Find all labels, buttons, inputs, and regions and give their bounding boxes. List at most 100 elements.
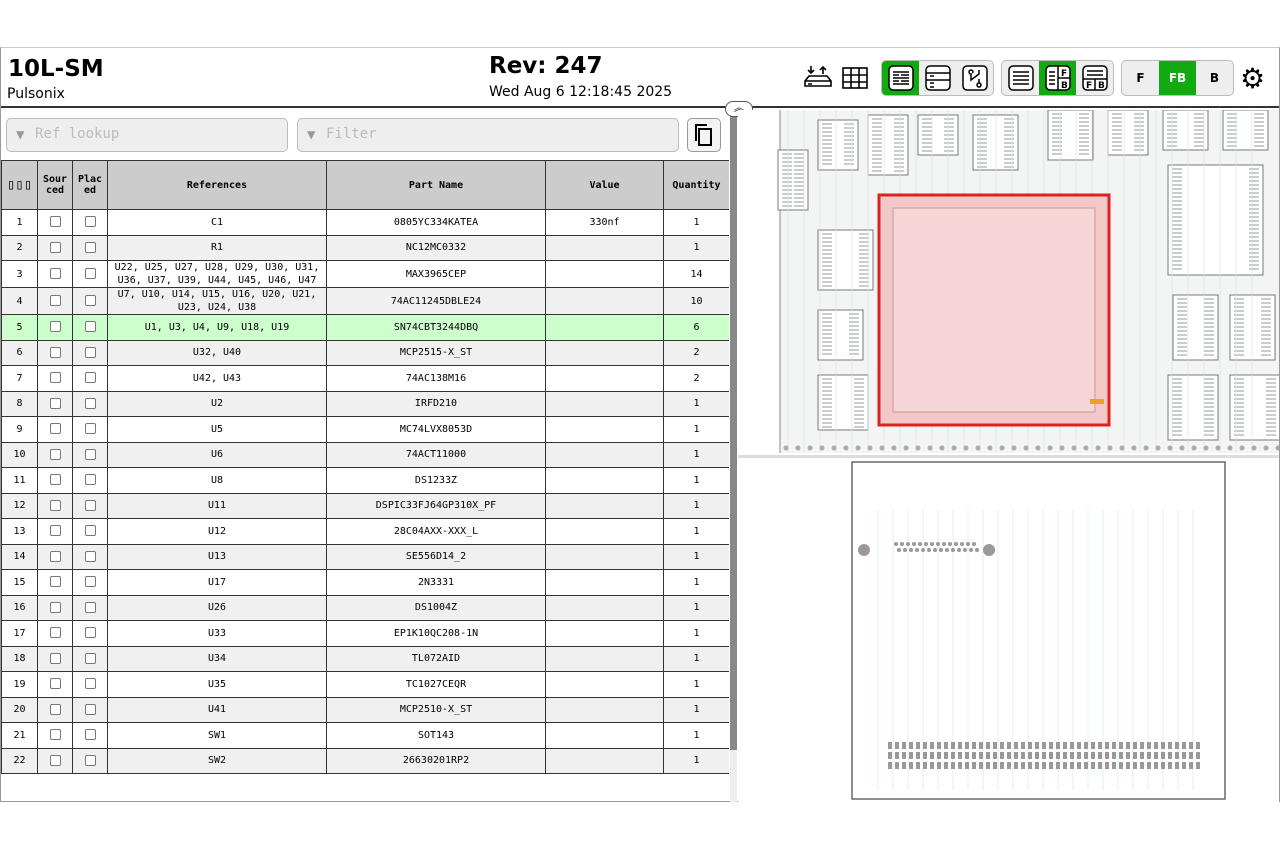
header-quantity[interactable]: Quantity bbox=[663, 160, 729, 210]
checkbox[interactable] bbox=[84, 729, 96, 741]
checkbox[interactable] bbox=[84, 627, 96, 639]
checkbox[interactable] bbox=[49, 754, 61, 766]
checkbox[interactable] bbox=[49, 216, 61, 228]
placed-checkbox[interactable] bbox=[72, 234, 108, 261]
table-row[interactable]: 14 U13 SE556D14_2 1 bbox=[1, 543, 729, 570]
placed-checkbox[interactable] bbox=[72, 260, 108, 288]
table-row[interactable]: 20 U41 MCP2510-X_ST 1 bbox=[1, 696, 729, 723]
checkbox[interactable] bbox=[49, 652, 61, 664]
checkbox[interactable] bbox=[84, 423, 96, 435]
table-row[interactable]: 22 SW2 26630201RP2 1 bbox=[1, 747, 729, 774]
header-part-name[interactable]: Part Name bbox=[326, 160, 546, 210]
table-row[interactable]: 6 U32, U40 MCP2515-X_ST 2 bbox=[1, 339, 729, 366]
table-row[interactable]: 11 U8 DS1233Z 1 bbox=[1, 467, 729, 494]
placed-checkbox[interactable] bbox=[72, 467, 108, 494]
table-row[interactable]: 4 U7, U10, U14, U15, U16, U20, U21, U23, … bbox=[1, 287, 729, 315]
header-sourced[interactable]: Sourced bbox=[37, 160, 73, 210]
checkbox[interactable] bbox=[49, 372, 61, 384]
checkbox[interactable] bbox=[84, 601, 96, 613]
layer-back-button[interactable]: B bbox=[1209, 71, 1220, 85]
checkbox[interactable] bbox=[49, 321, 61, 333]
netlist-button[interactable] bbox=[956, 61, 993, 95]
placed-checkbox[interactable] bbox=[72, 287, 108, 315]
sourced-checkbox[interactable] bbox=[37, 645, 73, 672]
placed-checkbox[interactable] bbox=[72, 543, 108, 570]
placed-checkbox[interactable] bbox=[72, 620, 108, 647]
checkbox[interactable] bbox=[84, 474, 96, 486]
sourced-checkbox[interactable] bbox=[37, 569, 73, 596]
checkbox[interactable] bbox=[49, 474, 61, 486]
filter-input[interactable]: ▼ Filter bbox=[297, 118, 679, 152]
table-row[interactable]: 15 U17 2N3331 1 bbox=[1, 569, 729, 596]
checkbox[interactable] bbox=[49, 703, 61, 715]
checkbox[interactable] bbox=[49, 295, 61, 306]
column-selector-button[interactable]: ▯▯▯ bbox=[1, 160, 38, 210]
sourced-checkbox[interactable] bbox=[37, 722, 73, 749]
table-row[interactable]: 17 U33 EP1K10QC208-1N 1 bbox=[1, 620, 729, 647]
checkbox[interactable] bbox=[84, 241, 96, 253]
table-row[interactable]: 8 U2 IRFD210 1 bbox=[1, 390, 729, 417]
checkbox[interactable] bbox=[84, 346, 96, 358]
table-row[interactable]: 9 U5 MC74LVX8053D 1 bbox=[1, 416, 729, 443]
placed-checkbox[interactable] bbox=[72, 339, 108, 366]
placed-checkbox[interactable] bbox=[72, 492, 108, 519]
checkbox[interactable] bbox=[49, 627, 61, 639]
scrollbar-thumb[interactable] bbox=[730, 110, 737, 750]
sourced-checkbox[interactable] bbox=[37, 518, 73, 545]
sourced-checkbox[interactable] bbox=[37, 416, 73, 443]
layer-both-button[interactable]: FB bbox=[1159, 61, 1196, 95]
sourced-checkbox[interactable] bbox=[37, 287, 73, 315]
placed-checkbox[interactable] bbox=[72, 696, 108, 723]
table-row[interactable]: 2 R1 NC12MC0332 1 bbox=[1, 234, 729, 261]
sourced-checkbox[interactable] bbox=[37, 234, 73, 261]
sourced-checkbox[interactable] bbox=[37, 467, 73, 494]
checkbox[interactable] bbox=[84, 525, 96, 537]
placed-checkbox[interactable] bbox=[72, 390, 108, 417]
pcb-views[interactable] bbox=[738, 109, 1280, 802]
table-row[interactable]: 16 U26 DS1004Z 1 bbox=[1, 594, 729, 621]
placed-checkbox[interactable] bbox=[72, 209, 108, 236]
sourced-checkbox[interactable] bbox=[37, 209, 73, 236]
bom-only-button[interactable] bbox=[1002, 61, 1039, 95]
checkbox[interactable] bbox=[84, 372, 96, 384]
checkbox[interactable] bbox=[84, 754, 96, 766]
checkbox[interactable] bbox=[49, 729, 61, 741]
table-row[interactable]: 19 U35 TC1027CEQR 1 bbox=[1, 671, 729, 698]
bom-scrollbar[interactable] bbox=[730, 110, 737, 802]
sourced-checkbox[interactable] bbox=[37, 260, 73, 288]
pcb-canvas-area[interactable] bbox=[738, 109, 1280, 802]
placed-checkbox[interactable] bbox=[72, 314, 108, 341]
checkbox[interactable] bbox=[49, 525, 61, 537]
placed-checkbox[interactable] bbox=[72, 569, 108, 596]
checkbox[interactable] bbox=[84, 295, 96, 306]
table-row[interactable]: 3 U22, U25, U27, U28, U29, U30, U31, U36,… bbox=[1, 260, 729, 288]
checkbox[interactable] bbox=[84, 550, 96, 562]
table-row[interactable]: 18 U34 TL072AID 1 bbox=[1, 645, 729, 672]
checkbox[interactable] bbox=[84, 321, 96, 333]
checkbox[interactable] bbox=[84, 703, 96, 715]
checkbox[interactable] bbox=[84, 576, 96, 588]
table-row[interactable]: 5 U1, U3, U4, U9, U18, U19 SN74CBT3244DBQ 6 bbox=[1, 314, 729, 341]
sourced-checkbox[interactable] bbox=[37, 543, 73, 570]
checkbox[interactable] bbox=[49, 346, 61, 358]
table-row[interactable]: 13 U12 28C04AXX-XXX_L 1 bbox=[1, 518, 729, 545]
dnp-outline-icon[interactable] bbox=[799, 60, 836, 96]
checkbox[interactable] bbox=[49, 241, 61, 253]
sourced-checkbox[interactable] bbox=[37, 314, 73, 341]
placed-checkbox[interactable] bbox=[72, 722, 108, 749]
placed-checkbox[interactable] bbox=[72, 594, 108, 621]
checkbox[interactable] bbox=[49, 499, 61, 511]
table-row[interactable]: 21 SW1 SOT143 1 bbox=[1, 722, 729, 749]
sourced-checkbox[interactable] bbox=[37, 747, 73, 774]
bom-ungrouped-button[interactable] bbox=[919, 61, 956, 95]
checkbox[interactable] bbox=[49, 576, 61, 588]
checkbox[interactable] bbox=[84, 216, 96, 228]
table-row[interactable]: 7 U42, U43 74AC138M16 2 bbox=[1, 365, 729, 392]
placed-checkbox[interactable] bbox=[72, 747, 108, 774]
bom-grouped-button[interactable] bbox=[882, 61, 919, 95]
sourced-checkbox[interactable] bbox=[37, 696, 73, 723]
checkbox[interactable] bbox=[49, 550, 61, 562]
table-row[interactable]: 10 U6 74ACT11000 1 bbox=[1, 441, 729, 468]
ref-lookup-input[interactable]: ▼ Ref lookup bbox=[6, 118, 288, 152]
